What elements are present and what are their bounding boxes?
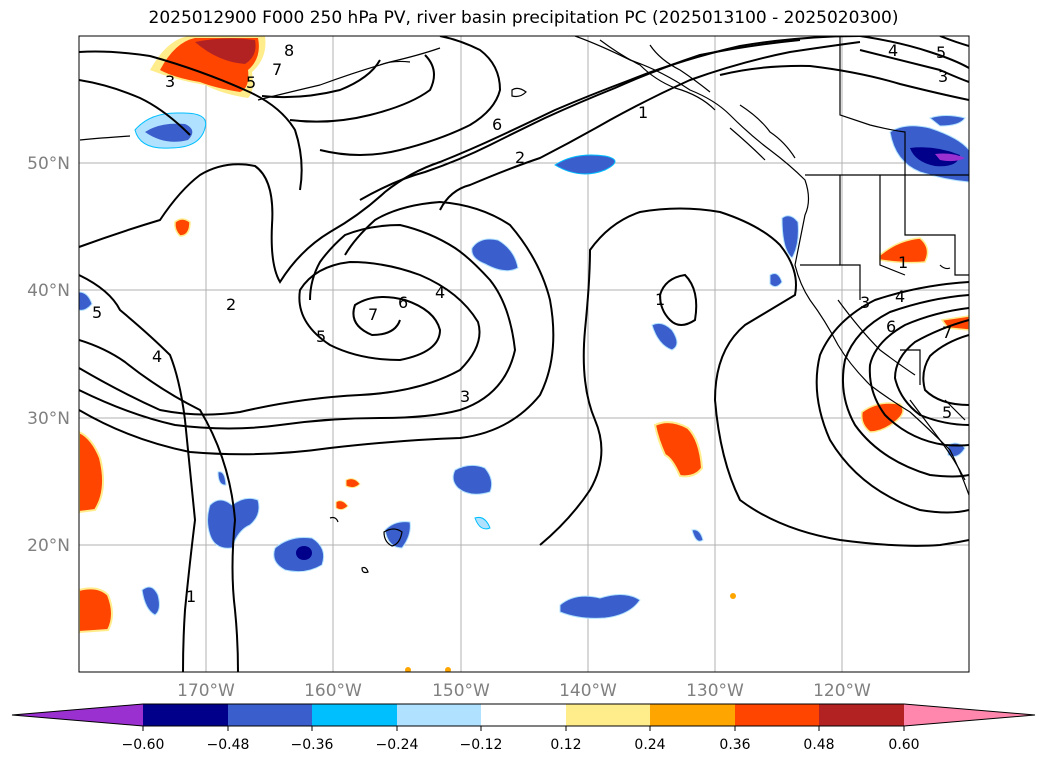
contour-label-3-ne: 3 <box>938 67 948 86</box>
contour-label-5-west: 5 <box>92 303 102 322</box>
lon-label-160w: 160°W <box>304 681 362 701</box>
lon-label-140w: 140°W <box>559 681 617 701</box>
colorbar-tick-label: −0.36 <box>291 737 334 753</box>
contour-label-6: 6 <box>492 115 502 134</box>
contour-label-1: 1 <box>638 103 648 122</box>
colorbar-tick-label: −0.48 <box>207 737 250 753</box>
contour-label-3-coast: 3 <box>860 293 870 312</box>
colorbar-tick-label: 0.48 <box>803 737 834 753</box>
contour-label-2-west: 2 <box>226 295 236 314</box>
negative-precip-patches <box>79 112 969 619</box>
contour-label-5-coast: 5 <box>942 403 952 422</box>
colorbar-segment <box>397 704 481 726</box>
map-title: 2025012900 F000 250 hPa PV, river basin … <box>148 8 899 28</box>
contour-label-7: 7 <box>272 60 282 79</box>
pv-contours <box>79 36 969 672</box>
latitude-labels: 50°N 40°N 30°N 20°N <box>27 154 70 556</box>
colorbar: −0.60 −0.48 −0.36 −0.24 −0.12 0.12 0.24 … <box>11 703 1036 753</box>
colorbar-ticks <box>142 726 905 731</box>
colorbar-tick-label: 0.60 <box>888 737 919 753</box>
contour-labels: 8 7 5 3 6 2 1 2 5 4 4 6 7 5 3 1 1 3 4 6 … <box>92 41 952 606</box>
contour-label-3-center: 3 <box>460 387 470 406</box>
lat-label-30n: 30°N <box>27 409 70 429</box>
longitude-labels: 170°W 160°W 150°W 140°W 130°W 120°W <box>177 681 871 701</box>
lat-label-40n: 40°N <box>27 281 70 301</box>
colorbar-tick-label: −0.60 <box>122 737 165 753</box>
contour-label-6-coast: 6 <box>886 317 896 336</box>
contour-label-4-center: 4 <box>435 283 445 302</box>
colorbar-tick-label: −0.24 <box>376 737 419 753</box>
lon-label-120w: 120°W <box>813 681 871 701</box>
contour-label-6-center: 6 <box>398 293 408 312</box>
colorbar-tick-label: 0.24 <box>634 737 665 753</box>
contour-label-7-center: 7 <box>368 305 378 324</box>
contour-label-1-coast: 1 <box>898 253 908 272</box>
map-frame <box>78 35 970 673</box>
contour-label-5-ne: 5 <box>936 43 946 62</box>
colorbar-segment <box>566 704 650 726</box>
contour-label-7-coast: 7 <box>942 323 952 342</box>
contour-label-1-south: 1 <box>186 587 196 606</box>
contour-label-4-ne: 4 <box>888 41 898 60</box>
contour-label-5: 5 <box>246 73 256 92</box>
contour-label-4-coast: 4 <box>895 287 905 306</box>
colorbar-segment <box>312 704 397 726</box>
contour-label-8: 8 <box>284 41 294 60</box>
lat-label-50n: 50°N <box>27 154 70 174</box>
positive-precip-patches <box>79 36 969 672</box>
colorbar-segment <box>143 704 228 726</box>
contour-label-2: 2 <box>515 148 525 167</box>
colorbar-extend-high <box>904 704 1035 726</box>
map-area <box>79 36 969 672</box>
colorbar-extend-low <box>12 704 143 726</box>
contour-label-5-center: 5 <box>316 327 326 346</box>
coastlines <box>79 36 969 574</box>
lat-label-20n: 20°N <box>27 536 70 556</box>
colorbar-segment <box>228 704 312 726</box>
colorbar-segment <box>481 704 566 726</box>
contour-label-4-west: 4 <box>152 347 162 366</box>
lon-label-170w: 170°W <box>177 681 235 701</box>
colorbar-segment <box>735 704 819 726</box>
colorbar-segment <box>650 704 735 726</box>
lon-label-150w: 150°W <box>432 681 490 701</box>
colorbar-segment <box>819 704 904 726</box>
lon-label-130w: 130°W <box>686 681 744 701</box>
colorbar-tick-label: −0.12 <box>460 737 503 753</box>
contour-label-3: 3 <box>165 72 175 91</box>
contour-label-1-east: 1 <box>655 290 665 309</box>
colorbar-tick-label: 0.12 <box>550 737 581 753</box>
colorbar-tick-label: 0.36 <box>719 737 750 753</box>
